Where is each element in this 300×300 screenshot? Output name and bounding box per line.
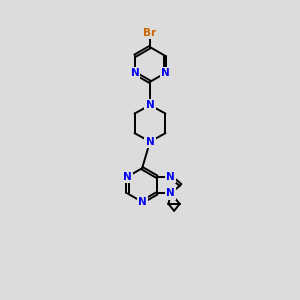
Text: N: N [123,172,132,182]
Text: N: N [146,136,154,147]
Text: N: N [167,188,175,199]
Text: N: N [130,68,139,78]
Text: N: N [146,100,154,110]
Text: N: N [161,68,170,78]
Text: Br: Br [143,28,157,38]
Text: N: N [138,197,146,207]
Text: N: N [167,172,175,182]
